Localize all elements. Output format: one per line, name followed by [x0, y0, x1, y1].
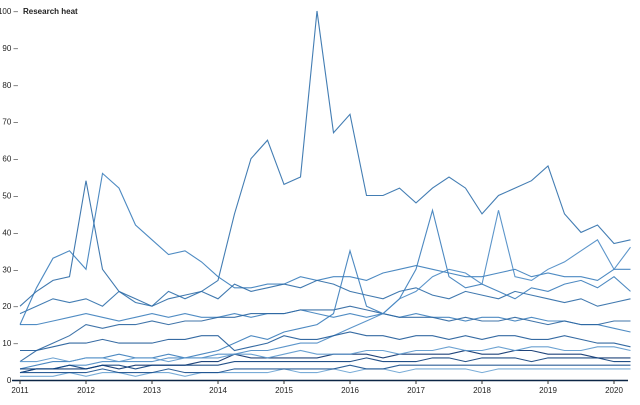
y-tick-label: 70 –: [2, 118, 18, 127]
series-line-13: [20, 364, 631, 374]
series-line-9: [20, 331, 631, 352]
y-axis: 0 –10 –20 –30 –40 –50 –60 –70 –80 –90 –1…: [0, 7, 19, 385]
y-tick-label: 60 –: [2, 155, 18, 164]
series-line-12: [20, 368, 631, 377]
x-tick-label: 2015: [275, 386, 293, 395]
x-tick-label: 2018: [473, 386, 491, 395]
series-line-5: [19, 305, 631, 363]
x-tick-label: 2013: [143, 386, 161, 395]
series-line-6: [19, 208, 631, 370]
series-line-2: [19, 172, 631, 325]
x-tick-label: 2012: [77, 386, 95, 395]
y-tick-label: 90 –: [2, 44, 18, 53]
x-tick-label: 2014: [209, 386, 227, 395]
series-line-11: [20, 357, 631, 370]
y-tick-label: 50 –: [2, 192, 18, 201]
x-tick-label: 2011: [11, 386, 29, 395]
y-tick-label: 100 –: [0, 7, 19, 16]
x-tick-label: 2020: [605, 386, 623, 395]
x-tick-label: 2017: [407, 386, 425, 395]
series-line-8: [19, 349, 631, 374]
x-tick-label: 2019: [539, 386, 557, 395]
series-line-10: [20, 346, 631, 363]
y-axis-label: Research heat: [23, 7, 78, 16]
y-tick-label: 10 –: [2, 339, 18, 348]
y-tick-label: 30 –: [2, 265, 18, 274]
series-lines: [19, 10, 631, 377]
series-line-4: [20, 309, 631, 333]
series-line-7: [19, 210, 631, 374]
y-tick-label: 40 –: [2, 228, 18, 237]
x-axis: 2011 2012 2013 2014 2015 2016 2017 2018 2019 2020: [11, 379, 628, 395]
x-tick-label: 2016: [341, 386, 359, 395]
series-line-1: [19, 10, 631, 315]
y-tick-label: 80 –: [2, 81, 18, 90]
series-line-3: [19, 180, 631, 307]
y-tick-label: 20 –: [2, 302, 18, 311]
